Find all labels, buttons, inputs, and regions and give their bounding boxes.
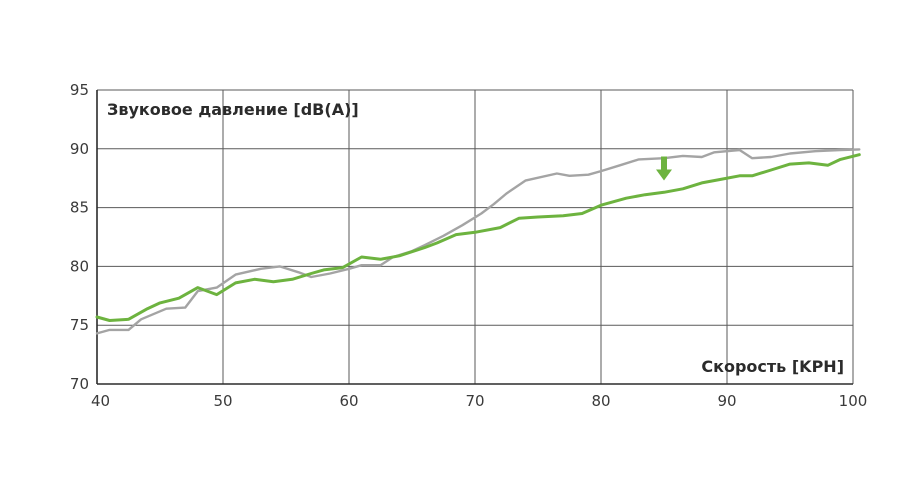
y-axis-title: Звуковое давление [dB(A)] <box>107 100 359 119</box>
x-axis-title: Скорость [KPH] <box>701 357 844 376</box>
y-tick-label: 70 <box>70 375 89 393</box>
series-line-2 <box>95 153 861 322</box>
x-tick-label: 80 <box>591 392 610 410</box>
x-tick-label: 40 <box>91 392 110 410</box>
y-tick-label: 75 <box>70 316 89 334</box>
x-tick-label: 60 <box>339 392 358 410</box>
y-tick-label: 85 <box>70 199 89 217</box>
down-arrow-icon <box>656 156 672 181</box>
y-tick-label: 80 <box>70 257 89 275</box>
axes <box>96 90 853 385</box>
y-tick-label: 95 <box>70 81 89 99</box>
annotations <box>656 156 672 181</box>
x-tick-label: 70 <box>465 392 484 410</box>
x-tick-label: 100 <box>839 392 868 410</box>
x-tick-label: 50 <box>213 392 232 410</box>
series-line-1 <box>95 148 861 335</box>
grid <box>97 89 854 384</box>
x-tick-label: 90 <box>717 392 736 410</box>
series-lines <box>95 148 861 335</box>
y-tick-label: 90 <box>70 140 89 158</box>
tick-labels: 70 75 80 85 90 95 40 50 60 70 80 90 100 <box>70 81 867 410</box>
